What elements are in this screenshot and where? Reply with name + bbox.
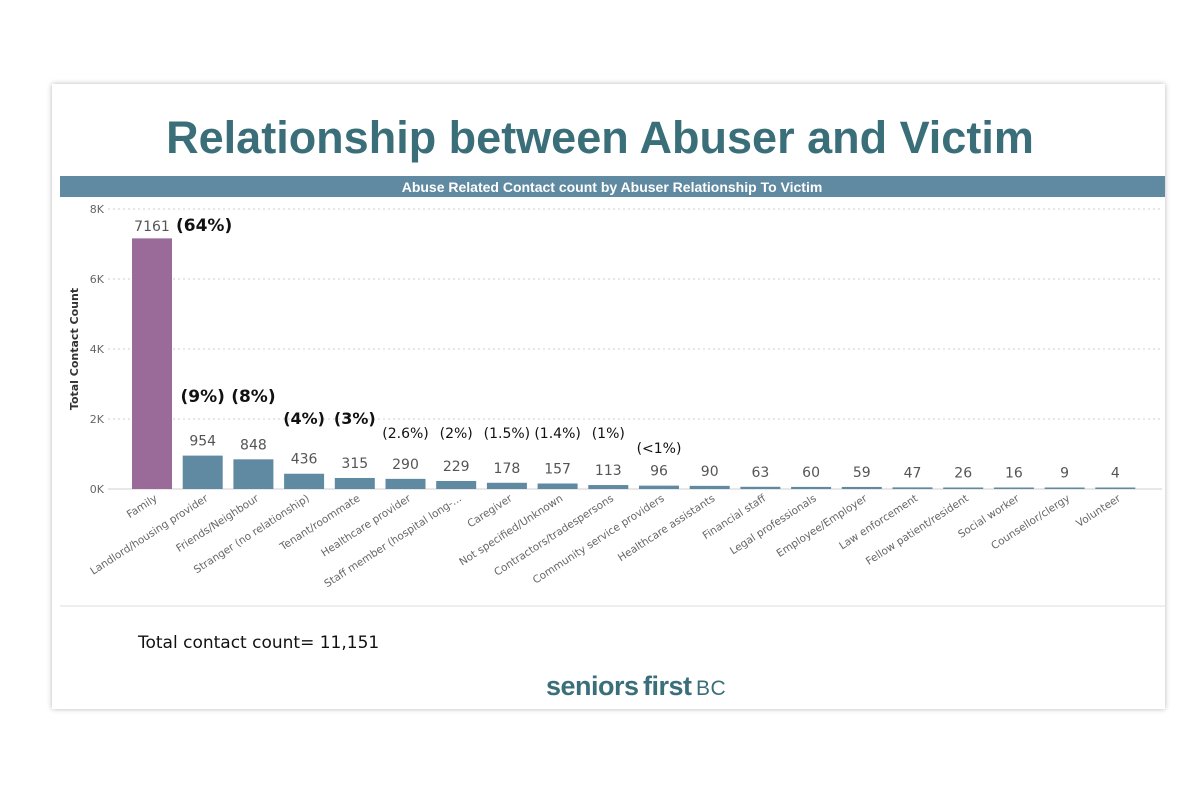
bar [588,485,629,489]
y-tick-label: 8K [90,203,105,216]
bar [740,486,781,489]
bar [1095,487,1136,489]
percent-annotation: (1.4%) [534,426,581,442]
value-label: 315 [341,456,368,472]
bars [132,238,1136,489]
bar [284,473,325,489]
logo-word-bc: BC [695,677,727,700]
bar [132,238,172,489]
value-label: 229 [443,459,470,475]
value-label: 290 [392,457,419,473]
percent-annotation: (2%) [440,426,473,442]
x-tick-label: Legal professionals [728,492,819,557]
value-label: 96 [650,464,668,480]
total-contact-count: Total contact count= 11,151 [138,633,380,653]
y-tick-label: 0K [90,483,105,496]
value-label: 4 [1111,466,1120,482]
logo-word-seniors: seniors [546,671,639,701]
value-labels: 7161 954 848 436 315 290 229 178 157 113 96 90 63 60 5… [134,219,1120,482]
bar [841,486,882,489]
bar [436,480,477,489]
y-axis-ticks: 0K 2K 4K 6K 8K [90,203,105,496]
x-tick-label: Family [125,492,160,520]
bar [233,459,274,489]
value-label: 60 [802,465,820,481]
bar [689,485,730,489]
bar [334,477,375,489]
value-label: 954 [189,434,216,450]
percent-annotation: (64%) [176,216,232,236]
value-label: 90 [701,464,719,480]
x-tick-label: Healthcare assistants [616,492,717,564]
bar [943,487,984,489]
bar [537,483,578,489]
y-axis-title: Total Contact Count [68,288,81,410]
value-label: 59 [853,465,871,481]
percent-annotation: (4%) [283,409,325,428]
percent-annotation: (8%) [231,387,275,407]
value-label: 157 [544,462,571,478]
y-tick-label: 4K [90,343,105,356]
percent-annotation: (1%) [592,426,625,442]
value-label: 848 [240,437,267,453]
chart-subtitle: Abuse Related Contact count by Abuser Re… [402,179,823,195]
y-tick-label: 6K [90,273,105,286]
x-tick-label: Employee/Employer [774,492,870,560]
percent-annotation: (3%) [334,409,376,428]
value-label: 7161 [134,219,170,235]
chart-banner [60,176,1165,197]
percent-annotations: (64%) (9%) (8%) (4%) (3%) (2.6%) (2%) (1.5%) (1.… [176,216,681,457]
value-label: 113 [595,463,622,479]
main-title: Relationship between Abuser and Victim [166,112,1034,163]
value-label: 47 [904,465,922,481]
value-label: 63 [751,465,769,481]
seniors-first-bc-logo: seniors first BC [546,671,726,702]
percent-annotation: (2.6%) [382,426,429,442]
percent-annotation: (1.5%) [484,426,531,442]
percent-annotation: (9%) [180,387,224,407]
bar [639,485,679,489]
value-label: 16 [1005,466,1023,482]
bar [892,487,933,489]
value-label: 9 [1060,466,1069,482]
bar [385,478,426,489]
gridlines [108,208,1162,490]
bar [1044,487,1085,489]
bar [486,482,527,489]
bar [182,455,223,489]
value-label: 178 [494,461,521,477]
y-tick-label: 2K [90,413,105,426]
x-tick-label: Volunteer [1074,492,1123,530]
x-tick-label: Friends/Neighbour [174,492,262,555]
x-tick-label: Healthcare provider [319,492,414,559]
bar-chart: Abuse Related Contact count by Abuser Re… [60,176,1165,607]
percent-annotation: (<1%) [637,441,682,457]
bar [791,486,832,489]
value-label: 436 [291,452,318,468]
value-label: 26 [954,466,972,482]
logo-word-first: first [643,671,692,701]
bar [993,487,1034,489]
